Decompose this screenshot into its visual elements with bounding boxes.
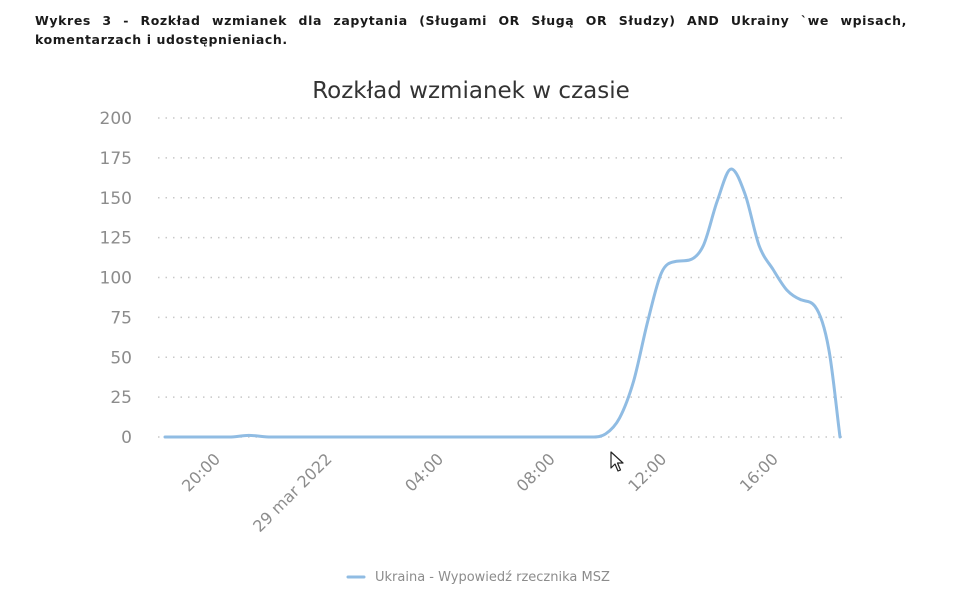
figure-caption: Wykres 3 - Rozkład wzmianek dla zapytani… bbox=[35, 13, 907, 47]
legend[interactable]: Ukraina - Wypowiedź rzecznika MSZ bbox=[346, 570, 610, 585]
x-tick-label: 04:00 bbox=[401, 449, 447, 495]
y-tick-label: 0 bbox=[121, 428, 132, 448]
legend-label[interactable]: Ukraina - Wypowiedź rzecznika MSZ bbox=[375, 570, 610, 585]
y-tick-label: 50 bbox=[110, 348, 132, 368]
series-layer bbox=[163, 167, 842, 439]
series-line[interactable] bbox=[163, 167, 842, 439]
x-tick-label: 16:00 bbox=[736, 449, 782, 495]
x-tick-label: 20:00 bbox=[178, 449, 224, 495]
x-axis-ticks: 20:00 29 mar 2022 04:00 08:00 12:00 16:00 bbox=[178, 449, 782, 535]
x-tick-label: 12:00 bbox=[624, 449, 670, 495]
grid-lines bbox=[158, 117, 842, 438]
y-tick-label: 75 bbox=[110, 308, 132, 328]
y-tick-label: 100 bbox=[100, 269, 132, 289]
x-tick-label: 29 mar 2022 bbox=[249, 449, 335, 535]
y-tick-label: 25 bbox=[110, 388, 132, 408]
x-tick-label: 08:00 bbox=[513, 449, 559, 495]
mouse-cursor-icon bbox=[610, 451, 624, 472]
y-tick-label: 150 bbox=[100, 189, 132, 209]
y-tick-label: 125 bbox=[100, 229, 132, 249]
y-tick-label: 175 bbox=[100, 149, 132, 169]
y-axis-ticks: 0 25 50 75 100 125 150 175 200 bbox=[100, 109, 132, 448]
y-tick-label: 200 bbox=[100, 109, 132, 129]
chart-title: Rozkład wzmianek w czasie bbox=[312, 78, 630, 104]
